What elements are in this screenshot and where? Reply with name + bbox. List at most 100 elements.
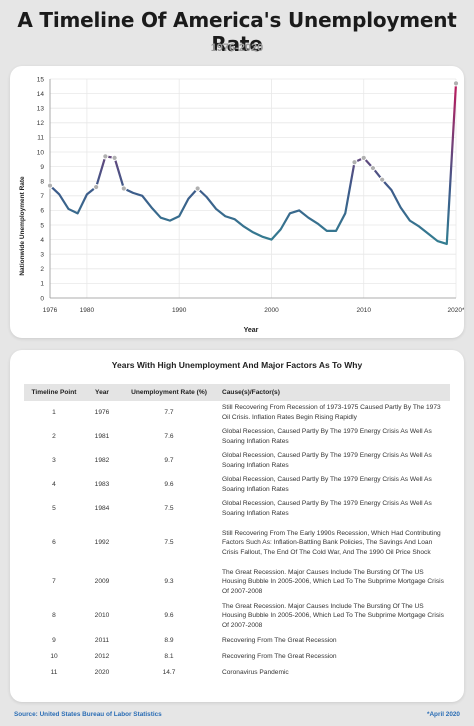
cell-year: 2009 [94, 578, 110, 586]
table-header-row: Timeline Point Year Unemployment Rate (%… [24, 384, 450, 401]
data-point-marker-1976 [46, 182, 54, 189]
table-row: 5 1984 7.5 Global Recession, Caused Partly … [24, 497, 450, 521]
cell-rate: 9.6 [164, 612, 174, 620]
x-tick-label: 1990 [172, 307, 187, 314]
y-tick-label: 12 [37, 120, 45, 127]
table-row: 6 1992 7.5 Still Recovering From The Early … [24, 521, 450, 565]
header-causes: Cause(s)/Factor(s) [218, 384, 450, 401]
cell-timeline-point: 7 [52, 578, 56, 586]
cell-cause: Global Recession, Caused Partly By The 1… [222, 500, 432, 517]
cell-rate: 7.5 [164, 539, 174, 547]
cell-cause: Recovering From The Great Recession [222, 637, 337, 645]
data-point-marker-2009 [351, 159, 358, 166]
cell-cause: Global Recession, Caused Partly By The 1… [222, 452, 432, 469]
data-point-marker-1982 [102, 153, 109, 160]
cell-timeline-point: 5 [52, 505, 56, 513]
data-point-marker-1981 [93, 183, 100, 191]
x-tick-label: 2010 [356, 307, 371, 314]
cell-cause: Still Recovering From The Early 1990s Re… [222, 529, 441, 556]
series-line [48, 82, 458, 246]
cell-rate: 9.3 [164, 578, 174, 586]
cell-cause: Still Recovering From Recession of 1973-… [222, 404, 441, 421]
y-tick-label: 11 [37, 135, 44, 142]
data-point-marker-2012 [379, 176, 386, 183]
cell-timeline-point: 3 [52, 457, 56, 465]
data-point-marker-2010 [360, 154, 367, 161]
x-axis-label: Year [244, 327, 259, 334]
data-point-marker-1983 [111, 154, 118, 161]
cell-rate: 8.1 [164, 653, 174, 661]
page-title: A Timeline Of America's Unemployment Rat… [17, 8, 457, 56]
cell-cause: Recovering From The Great Recession [222, 653, 337, 661]
table-row: 11 2020 14.7 Coronavirus Pandemic [24, 665, 450, 681]
x-tick-label: 1976 [43, 307, 58, 314]
y-tick-label: 9 [40, 164, 44, 171]
cell-cause: Global Recession, Caused Partly By The 1… [222, 428, 432, 445]
page-subtitle: 1976-2020 [210, 42, 264, 54]
y-tick-label: 7 [40, 193, 44, 200]
x-tick-label: 1980 [80, 307, 95, 314]
data-point-marker-2011 [369, 164, 377, 172]
cell-year: 2020 [94, 669, 110, 677]
cell-cause: Global Recession, Caused Partly By The 1… [222, 476, 432, 493]
y-tick-label: 4 [40, 237, 44, 244]
table-row: 3 1982 9.7 Global Recession, Caused Partly … [24, 449, 450, 473]
x-tick-label: 2000 [264, 307, 279, 314]
cell-cause: The Great Recession. Major Causes Includ… [222, 568, 444, 595]
header-year: Year [84, 384, 120, 401]
cell-timeline-point: 9 [52, 637, 56, 645]
y-tick-label: 1 [40, 281, 44, 288]
cell-timeline-point: 1 [52, 409, 56, 417]
cell-rate: 8.9 [164, 637, 174, 645]
factors-table: Timeline Point Year Unemployment Rate (%… [24, 384, 450, 681]
y-tick-label: 15 [37, 76, 45, 83]
cell-rate: 7.7 [164, 409, 174, 417]
cell-year: 2011 [94, 637, 110, 645]
cell-timeline-point: 8 [52, 612, 56, 620]
data-point-marker-2020 [452, 80, 460, 87]
y-tick-label: 13 [37, 106, 45, 113]
cell-timeline-point: 6 [52, 539, 56, 547]
y-tick-label: 8 [40, 179, 44, 186]
cell-timeline-point: 4 [52, 481, 56, 489]
cell-year: 1976 [94, 409, 110, 417]
table-row: 7 2009 9.3 The Great Recession. Major Cause… [24, 565, 450, 599]
table-row: 9 2011 8.9 Recovering From The Great Recess… [24, 633, 450, 649]
table-row: 1 1976 7.7 Still Recovering From Recession … [24, 401, 450, 425]
cell-cause: The Great Recession. Major Causes Includ… [222, 602, 444, 629]
cell-timeline-point: 2 [52, 433, 56, 441]
y-tick-label: 0 [40, 295, 44, 302]
source-note: Source: United States Bureau of Labor St… [14, 711, 162, 718]
cell-year: 1983 [94, 481, 110, 489]
data-point-marker-1984 [120, 185, 127, 192]
y-tick-label: 5 [40, 222, 44, 229]
y-tick-label: 14 [37, 91, 45, 98]
cell-year: 1984 [94, 505, 110, 513]
date-note: *April 2020 [426, 711, 460, 718]
cell-cause: Coronavirus Pandemic [222, 669, 289, 677]
cell-rate: 7.5 [164, 505, 174, 513]
header-timeline-point: Timeline Point [24, 384, 84, 401]
y-axis-label: Nationwide Unemployment Rate [19, 176, 26, 276]
cell-timeline-point: 10 [50, 653, 58, 661]
table-row: 10 2012 8.1 Recovering From The Great Reces… [24, 649, 450, 665]
y-tick-label: 10 [37, 149, 45, 156]
data-point-marker-1992 [194, 185, 201, 192]
cell-year: 2012 [94, 653, 110, 661]
cell-rate: 9.7 [164, 457, 174, 465]
table-row: 4 1983 9.6 Global Recession, Caused Partly … [24, 473, 450, 497]
cell-rate: 9.6 [164, 481, 174, 489]
cell-rate: 14.7 [162, 669, 176, 677]
y-tick-label: 6 [40, 208, 44, 215]
y-tick-label: 2 [40, 266, 44, 273]
table-card: Years With High Unemployment And Major F… [10, 350, 464, 702]
cell-timeline-point: 11 [50, 669, 58, 677]
y-tick-label: 3 [40, 252, 44, 259]
table-title: Years With High Unemployment And Major F… [111, 360, 363, 370]
cell-year: 1982 [94, 457, 110, 465]
cell-rate: 7.6 [164, 433, 174, 441]
cell-year: 1992 [94, 539, 110, 547]
header-unemployment-rate: Unemployment Rate (%) [120, 384, 218, 401]
table-row: 8 2010 9.6 The Great Recession. Major Cause… [24, 599, 450, 633]
